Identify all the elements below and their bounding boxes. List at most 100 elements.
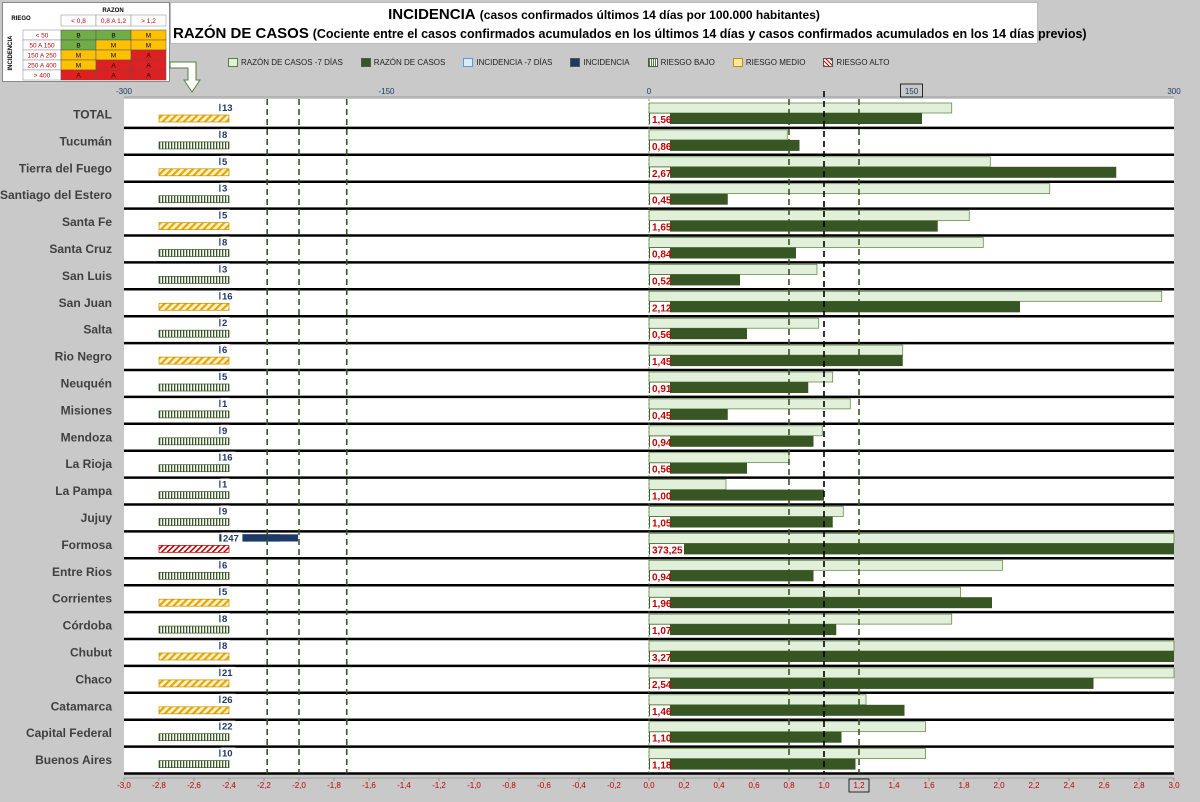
bottom-axis-tick-label: 0,8 (783, 781, 795, 790)
ratio-label-bg (650, 194, 670, 207)
incidence-label: 5 (222, 587, 228, 598)
incidence-label: 8 (222, 238, 227, 249)
legend-label: RIESGO ALTO (836, 57, 890, 67)
incidence-label-bg (220, 344, 230, 356)
incidence-bar (219, 588, 222, 596)
risk-bar (158, 491, 230, 499)
legend-ratio-prev7: RAZÓN DE CASOS -7 DÍAS (228, 57, 343, 67)
risk-bar (158, 545, 230, 553)
incidence-label-bg (220, 640, 230, 651)
ratio-prev7-bar (648, 586, 961, 598)
incidence-label-bg (220, 263, 230, 275)
ratio-label-bg (650, 517, 670, 529)
incidence-label-bg (220, 613, 230, 625)
ratio-bar (649, 731, 842, 743)
matrix-razon-label: RAZON (102, 8, 123, 14)
incidence-label-bg (220, 505, 230, 517)
risk-matrix-table: RIEGO RAZON INCIDENCIA < 0,8 0,8 A 1,2 > 1,2 <… (8, 8, 167, 81)
incidence-label-bg (220, 720, 236, 732)
matrix-cell-label: M (111, 53, 116, 60)
risk-bar (158, 625, 230, 634)
ratio-bar (649, 489, 824, 501)
legend-swatch (823, 57, 834, 67)
ratio-label: 1,56 (652, 115, 672, 126)
incidence-prev7-bar (219, 480, 221, 488)
ratio-label-bg (650, 167, 670, 180)
legend-label: RAZÓN DE CASOS -7 DÍAS (241, 57, 343, 67)
ratio-prev7-bar (648, 506, 844, 517)
ratio-label-bg (650, 436, 670, 449)
incidence-label-bg (220, 236, 230, 248)
category-label: La Rioja (65, 457, 112, 471)
ratio-label-bg (650, 651, 670, 664)
incidence-prev7-bar (219, 399, 221, 408)
ratio-bar (649, 677, 1094, 689)
incidence-label: 5 (222, 372, 228, 383)
ratio-label-bg (650, 113, 670, 126)
risk-bar (158, 195, 230, 204)
incidence-bar (219, 157, 222, 165)
incidence-label: 6 (222, 345, 227, 356)
ratio-label: 1,45 (652, 357, 672, 368)
ratio-prev7-bar (648, 721, 926, 733)
category-label: Tierra del Fuego (19, 161, 112, 175)
bottom-axis-tick-label: -1,6 (362, 781, 376, 790)
bottom-axis-tick-label: -1,2 (432, 781, 446, 790)
ratio-bar (649, 516, 833, 528)
incidence-bar (219, 319, 222, 327)
incidence-label: 1 (222, 480, 228, 491)
title-razon-main: RAZÓN DE CASOS (173, 25, 309, 42)
matrix-cell-label: A (146, 63, 151, 70)
matrix-cell-label: A (111, 73, 116, 80)
incidence-label-bg (220, 424, 230, 436)
bottom-axis-tick-label: -2,0 (292, 781, 306, 790)
incidence-prev7-bar (219, 641, 222, 650)
incidence-bar (219, 615, 222, 623)
incidence-bar (219, 292, 225, 300)
category-label: La Pampa (55, 484, 112, 498)
risk-bar (158, 329, 230, 338)
ratio-prev7-bar (648, 264, 818, 275)
bottom-axis-tick-label: -1,8 (327, 781, 341, 790)
incidence-prev7-bar (219, 157, 222, 166)
incidence-label: 22 (222, 722, 233, 733)
bottom-axis-tick-label: 1,2 (853, 781, 865, 790)
ratio-bar (649, 355, 903, 367)
matrix-row-header: 50 A 150 (29, 43, 55, 50)
ratio-label-bg (650, 248, 670, 260)
ratio-label: 1,18 (652, 761, 672, 772)
incidence-label-bg (220, 478, 230, 490)
incidence-bar (219, 265, 222, 273)
category-label: Mendoza (61, 430, 113, 444)
ratio-label: 1,10 (652, 734, 672, 745)
bottom-axis-tick-label: 1,4 (888, 781, 900, 790)
bottom-axis-tick-label: -2,2 (257, 781, 271, 790)
risk-bar (158, 598, 230, 607)
matrix-cell (130, 69, 167, 81)
matrix-row-header: > 400 (34, 73, 51, 80)
legend-swatch (732, 57, 743, 67)
ratio-label-bg (650, 705, 670, 718)
ratio-prev7-bar (648, 183, 1051, 195)
bottom-axis-tick-label: 0,0 (643, 781, 655, 790)
incidence-label: 247 (223, 533, 239, 544)
matrix-cell-label: A (146, 53, 151, 60)
category-label: San Juan (59, 296, 112, 310)
category-label: Entre Rios (52, 565, 112, 579)
ratio-label-bg (650, 624, 670, 637)
ratio-bar (649, 193, 728, 205)
legend-swatch (228, 57, 238, 67)
matrix-cell-label: B (76, 43, 80, 50)
legend-label: INCIDENCIA -7 DÍAS (476, 57, 553, 67)
category-label: Corrientes (52, 592, 112, 606)
ratio-label: 0,94 (652, 572, 672, 583)
category-label: Capital Federal (26, 726, 112, 740)
risk-bar (158, 383, 230, 392)
incidence-label: 1 (222, 399, 228, 410)
legend-label: RIESGO MEDIO (745, 57, 806, 67)
incidence-bar (219, 373, 222, 380)
bottom-axis-tick-label: 2,0 (993, 781, 1005, 790)
incidence-label-bg (220, 317, 230, 329)
risk-bar (158, 760, 230, 768)
ratio-prev7-bar (648, 102, 953, 114)
